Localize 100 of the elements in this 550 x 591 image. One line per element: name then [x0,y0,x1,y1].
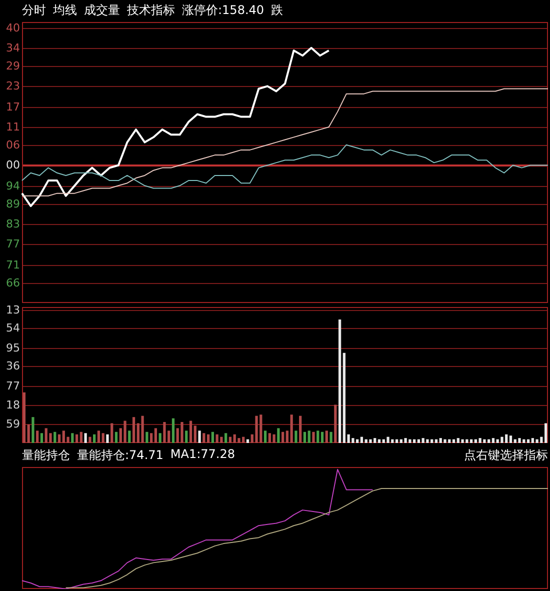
bar [22,392,26,443]
bar [299,416,302,443]
bar [338,320,342,443]
text: 跌 [271,2,284,19]
bar [211,432,214,443]
text: 点右键选择指标 [464,447,548,464]
bar [294,430,298,443]
bar [426,439,429,443]
bar [163,422,166,443]
bar [417,439,420,443]
text: 23 [6,79,20,92]
bar [128,430,131,443]
bar [316,430,320,443]
bar [434,439,438,443]
bar [246,439,250,443]
text: 00 [6,158,20,172]
bar [386,436,390,443]
bar [360,436,364,443]
bar [114,432,118,443]
bar [526,439,530,443]
bar [110,423,114,443]
text: 06 [6,138,20,152]
bar [180,422,184,443]
bar [146,432,148,443]
bar [172,418,175,443]
text: 95 [6,341,20,354]
bar [198,430,201,443]
bar [106,434,109,443]
bar [492,438,495,443]
bar [461,439,464,443]
bar [224,433,228,443]
bar [308,430,310,443]
text: 17 [6,100,20,114]
bar [404,438,407,443]
bar [71,433,74,443]
bar [272,434,276,443]
text: 涨停价:158.40 [182,2,264,19]
bar [312,432,315,443]
text: 11 [6,120,20,134]
bar [202,433,206,443]
bar [40,433,44,443]
bar [228,436,232,443]
bar [334,404,337,443]
text: 均线 [53,2,77,19]
text: 29 [6,59,20,72]
text: 量能持仓:74.71 [77,447,164,464]
bar [378,439,381,443]
bar [32,417,34,443]
bar [286,430,289,443]
text: 36 [6,359,20,372]
text: 分时 [22,2,46,19]
bar [320,432,324,443]
bar [395,439,398,443]
bar [277,428,280,443]
bar [509,436,512,443]
text: 89 [6,197,20,210]
bar [93,434,96,443]
text: MA1:77.28 [170,447,235,463]
bar [97,430,100,443]
bar [264,430,267,443]
bar [369,439,372,443]
bar [84,433,87,443]
bar [536,439,538,443]
bar [80,432,82,443]
bar [281,432,284,443]
text: 技术指标 [127,2,175,19]
bar [54,432,56,443]
text: 40 [6,21,20,34]
bar [330,432,332,443]
text: 54 [6,321,20,334]
bar [132,417,136,443]
text: 83 [6,217,20,230]
bar [75,434,78,443]
bar [194,426,196,443]
text: 59 [6,417,20,430]
bar [58,434,61,443]
chart-title: 量能持仓 [22,447,70,464]
text: 77 [6,379,20,392]
text: 34 [6,41,20,54]
bar [206,434,210,443]
bar [290,414,293,443]
bar [452,439,456,443]
text: 18 [6,398,20,412]
text: 66 [6,276,20,290]
text: 77 [6,237,20,250]
text: 13 [6,303,20,316]
bar [158,433,162,443]
bar [544,423,548,443]
bar [124,420,126,443]
bar [189,420,192,443]
bar [303,432,306,443]
bar [88,436,92,443]
bar [185,430,188,443]
bar [150,433,153,443]
text: 成交量 [84,2,120,19]
text: 94 [6,179,20,192]
bar [27,424,30,443]
bar [500,436,504,443]
bar [412,439,416,443]
bar [36,430,39,443]
